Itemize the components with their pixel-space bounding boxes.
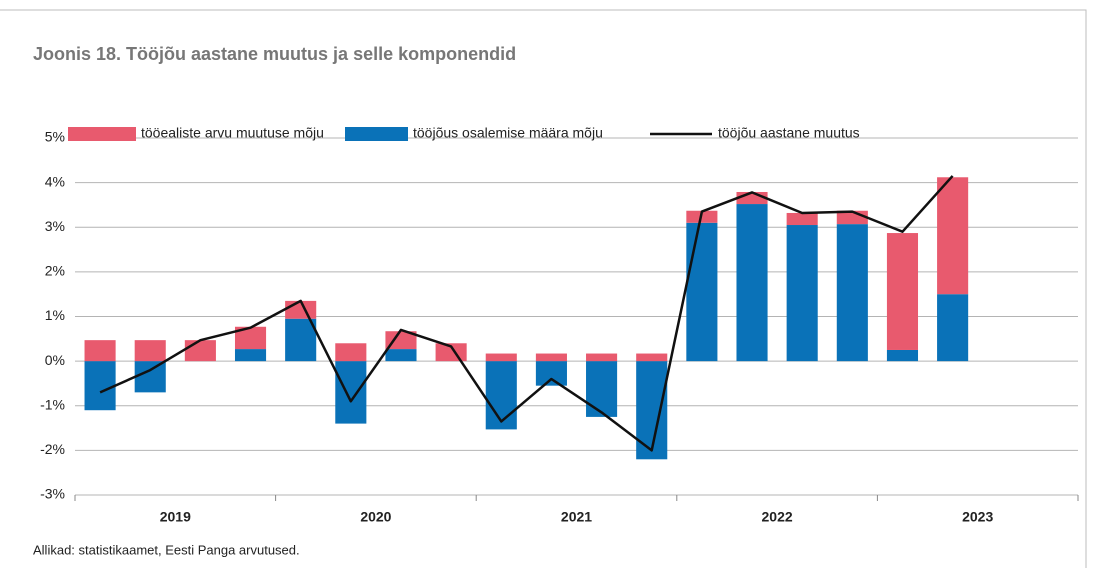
bar — [385, 349, 417, 362]
bar — [485, 361, 517, 430]
bar — [586, 353, 618, 362]
bar — [234, 326, 267, 350]
legend-label: tööealiste arvu muutuse mõju — [141, 125, 324, 141]
bar — [886, 349, 919, 362]
bar — [886, 233, 919, 350]
bar — [686, 222, 718, 362]
line — [99, 175, 954, 452]
y-tick-label: -2% — [40, 441, 65, 457]
x-group-label: 2022 — [762, 509, 793, 525]
y-tick-label: 1% — [45, 307, 65, 323]
bar — [335, 361, 367, 424]
bar — [636, 353, 668, 362]
bar — [786, 212, 818, 226]
bar — [184, 340, 216, 362]
y-tick-label: 5% — [45, 129, 65, 145]
bar — [134, 340, 166, 362]
bar — [786, 225, 818, 362]
legend-label: tööjõus osalemise määra mõju — [413, 125, 603, 141]
bar — [535, 361, 567, 386]
y-tick-label: -1% — [40, 396, 65, 412]
bar — [485, 353, 517, 362]
bar — [535, 353, 567, 362]
bar — [234, 349, 267, 362]
bar — [84, 340, 116, 362]
bar — [937, 294, 969, 362]
y-tick-label: 4% — [45, 173, 65, 189]
bar — [937, 177, 969, 295]
y-tick-label: 3% — [45, 218, 65, 234]
bar — [836, 224, 868, 362]
frame — [0, 9, 1087, 568]
y-tick-label: -3% — [40, 486, 65, 502]
bar — [385, 331, 417, 350]
legend-swatch — [345, 127, 408, 141]
bar — [134, 361, 166, 393]
y-tick-label: 2% — [45, 263, 65, 279]
x-group-label: 2021 — [561, 509, 592, 525]
bar — [335, 343, 367, 362]
x-group-label: 2019 — [160, 509, 191, 525]
x-group-label: 2023 — [962, 509, 993, 525]
legend-swatch — [68, 127, 136, 141]
y-tick-label: 0% — [45, 352, 65, 368]
bar — [84, 361, 116, 411]
legend-label: tööjõu aastane muutus — [718, 125, 860, 141]
x-group-label: 2020 — [360, 509, 391, 525]
bar — [285, 318, 317, 362]
bar — [586, 361, 618, 417]
chart-title: Joonis 18. Tööjõu aastane muutus ja sell… — [33, 44, 516, 64]
source-note: Allikad: statistikaamet, Eesti Panga arv… — [33, 542, 300, 557]
bar — [736, 204, 768, 362]
